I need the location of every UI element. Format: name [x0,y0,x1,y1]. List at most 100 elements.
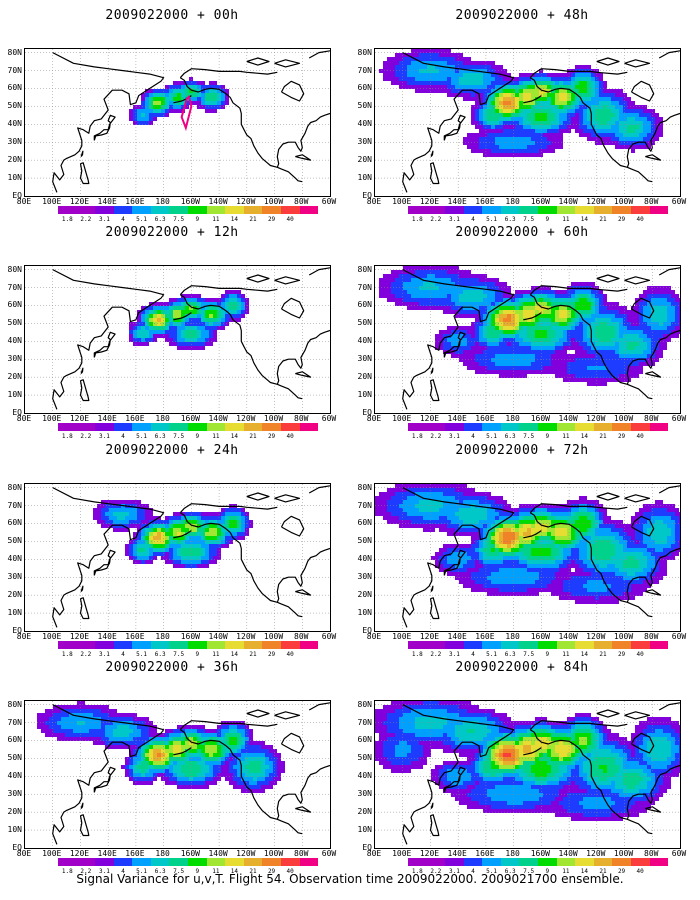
colorbar-swatch [299,206,319,214]
colorbar-level-label: 4 [471,216,475,223]
colorbar-level-label: 14 [580,433,589,440]
colorbar-level-label: 2.2 [430,433,442,440]
panel-title: 2009022000 + 00h [105,8,239,23]
longitude-axis: 80E 100E 120E 140E 160E 180 160W 140W 120W 100W 80… [10,414,340,424]
longitude-tick-label: 140W [208,414,228,423]
colorbar-level-label: 6.3 [154,216,166,223]
colorbar-level-label: 21 [599,868,607,875]
longitude-tick-label: 60W [671,197,687,206]
colorbar-level-label: 5.1 [486,433,497,440]
colorbar-level-label: 7.5 [523,216,535,223]
colorbar-swatch [169,641,189,649]
colorbar-swatch [280,641,300,649]
colorbar-swatch [519,206,539,214]
colorbar-level-label: 3.1 [449,868,460,875]
colorbar-swatch [556,641,576,649]
colorbar-level-label: 3.1 [449,216,460,223]
latitude-tick-label: 20N [7,372,22,382]
map-gridlines [375,266,680,413]
colorbar-swatch [280,206,300,214]
colorbar-level-label: 4 [471,868,475,875]
longitude-tick-label: 100E [392,197,412,206]
latitude-tick-label: 30N [357,354,372,364]
colorbar-swatch [262,423,281,431]
colorbar-swatch [243,858,263,866]
figure-caption: Signal Variance for u,v,T. Flight 54. Ob… [76,872,624,886]
colorbar-swatch [500,423,520,431]
colorbar-swatch [463,641,483,649]
longitude-tick-label: 80W [294,632,309,641]
colorbar-level-label: 2.2 [80,216,92,223]
colorbar-level-label: 1.8 [61,216,73,223]
colorbar-level-label: 29 [617,433,626,440]
latitude-tick-label: 10N [7,390,22,400]
colorbar-swatch [445,858,464,866]
colorbar-swatch [150,858,170,866]
colorbar-swatch [225,641,244,649]
latitude-tick-label: 50N [7,753,22,763]
latitude-tick-label: 60N [7,518,22,528]
colorbar-swatch [463,206,483,214]
colorbar-swatch [649,858,669,866]
forecast-panel: 2009022000 + 00h 80N 70N 60N 50N 40N 30N 20N 10N… [2,8,342,223]
latitude-tick-label: 60N [7,83,22,93]
colorbar-swatch [169,206,189,214]
latitude-tick-label: 10N [7,825,22,835]
longitude-tick-label: 140W [558,632,578,641]
colorbar-level-label: 4 [121,216,125,223]
latitude-axis: 80N 70N 60N 50N 40N 30N 20N 10N EQ [2,483,24,634]
colorbar-level-label: 9 [545,651,550,658]
forecast-panel: 2009022000 + 60h 80N 70N 60N 50N 40N 30N 20N 10N… [352,225,692,440]
forecast-panel: 2009022000 + 12h 80N 70N 60N 50N 40N 30N 20N 10N… [2,225,342,440]
colorbar-swatch [113,858,133,866]
longitude-tick-label: 60W [321,632,337,641]
colorbar-swatch [445,641,464,649]
colorbar-swatch [113,423,133,431]
latitude-axis: 80N 70N 60N 50N 40N 30N 20N 10N EQ [352,700,374,851]
longitude-tick-label: 120E [69,197,90,206]
latitude-tick-label: 40N [7,119,22,129]
colorbar [58,858,319,866]
colorbar-swatch [649,206,669,214]
colorbar-labels: 1.8 2.2 3.1 4 5.1 6.3 7.5 9 11 14 21 29 40 [408,433,668,441]
map-gridlines [375,484,680,631]
colorbar-level-label: 29 [267,433,276,440]
latitude-tick-label: EQ [12,843,22,852]
colorbar-swatch [150,206,170,214]
longitude-tick-label: 140W [208,632,228,641]
longitude-tick-label: 120W [586,414,606,423]
colorbar-level-label: 6.3 [154,433,166,440]
colorbar-swatch [408,858,427,866]
colorbar-level-label: 3.1 [449,651,460,658]
latitude-tick-label: 10N [357,825,372,835]
latitude-tick-label: 10N [7,173,22,183]
colorbar-swatch [426,641,446,649]
longitude-tick-label: 160E [125,632,145,641]
latitude-tick-label: EQ [362,408,372,417]
longitude-tick-label: 80E [16,197,32,206]
longitude-tick-label: 120W [236,414,256,423]
colorbar-swatch [575,858,594,866]
colorbar-swatch [225,423,244,431]
colorbar-swatch [299,641,319,649]
variance-map [374,483,681,632]
colorbar-swatch [482,206,501,214]
colorbar-labels: 1.8 2.2 3.1 4 5.1 6.3 7.5 9 11 14 21 29 40 [58,216,318,224]
longitude-tick-label: 60W [321,197,337,206]
colorbar-swatch [188,858,207,866]
colorbar-swatch [299,423,319,431]
colorbar-swatch [150,423,170,431]
latitude-tick-label: EQ [362,626,372,635]
latitude-tick-label: 50N [7,536,22,546]
colorbar-level-label: 21 [249,216,257,223]
colorbar-level-label: 3.1 [99,433,110,440]
longitude-tick-label: 160W [180,849,200,858]
longitude-tick-label: 120E [69,632,90,641]
longitude-tick-label: 120W [586,632,606,641]
colorbar-swatch [132,423,151,431]
longitude-tick-label: 160W [180,197,200,206]
longitude-tick-label: 80E [16,414,32,423]
latitude-tick-label: 30N [357,789,372,799]
coastlines [402,485,680,628]
colorbar-level-label: 2.2 [430,868,442,875]
